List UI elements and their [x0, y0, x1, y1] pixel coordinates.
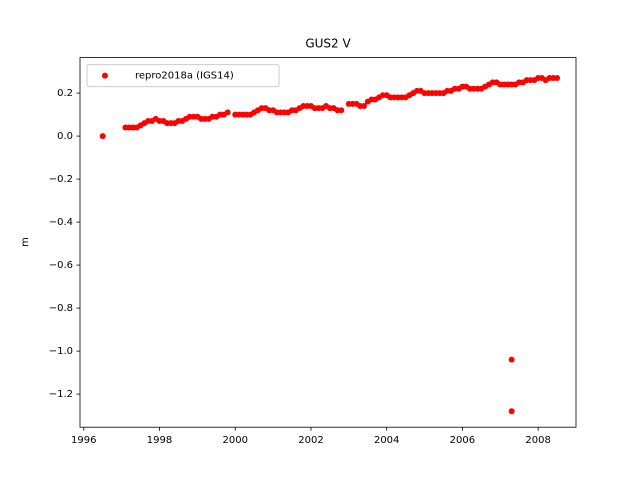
point	[508, 408, 515, 415]
legend-marker	[102, 72, 108, 79]
x-tick-label: 2000	[223, 435, 248, 446]
plot-frame	[79, 57, 577, 428]
point	[360, 102, 367, 109]
y-tick-label: −0.4	[49, 217, 73, 228]
point	[99, 133, 106, 140]
chart-title: GUS2 V	[305, 37, 351, 51]
point	[338, 107, 345, 114]
legend-label: repro2018a (IGS14)	[135, 71, 234, 82]
x-tick-label: 2008	[525, 435, 550, 446]
x-tick-label: 1996	[71, 435, 96, 446]
y-tick-label: −0.6	[49, 260, 73, 271]
x-tick-label: 2004	[374, 435, 399, 446]
x-tick-label: 1998	[147, 435, 172, 446]
y-tick-label: −1.0	[49, 346, 73, 357]
y-tick-label: −0.2	[49, 174, 73, 185]
x-tick-label: 2006	[450, 435, 475, 446]
point	[554, 75, 561, 82]
legend-box	[86, 64, 280, 88]
x-tick-label: 2002	[298, 435, 323, 446]
y-tick-label: 0.2	[57, 88, 73, 99]
y-tick-label: −1.2	[49, 389, 73, 400]
y-axis-label: m	[20, 237, 31, 247]
point	[508, 356, 515, 363]
y-tick-label: −0.8	[49, 303, 73, 314]
y-tick-label: 0.0	[57, 131, 73, 142]
point	[224, 109, 231, 116]
